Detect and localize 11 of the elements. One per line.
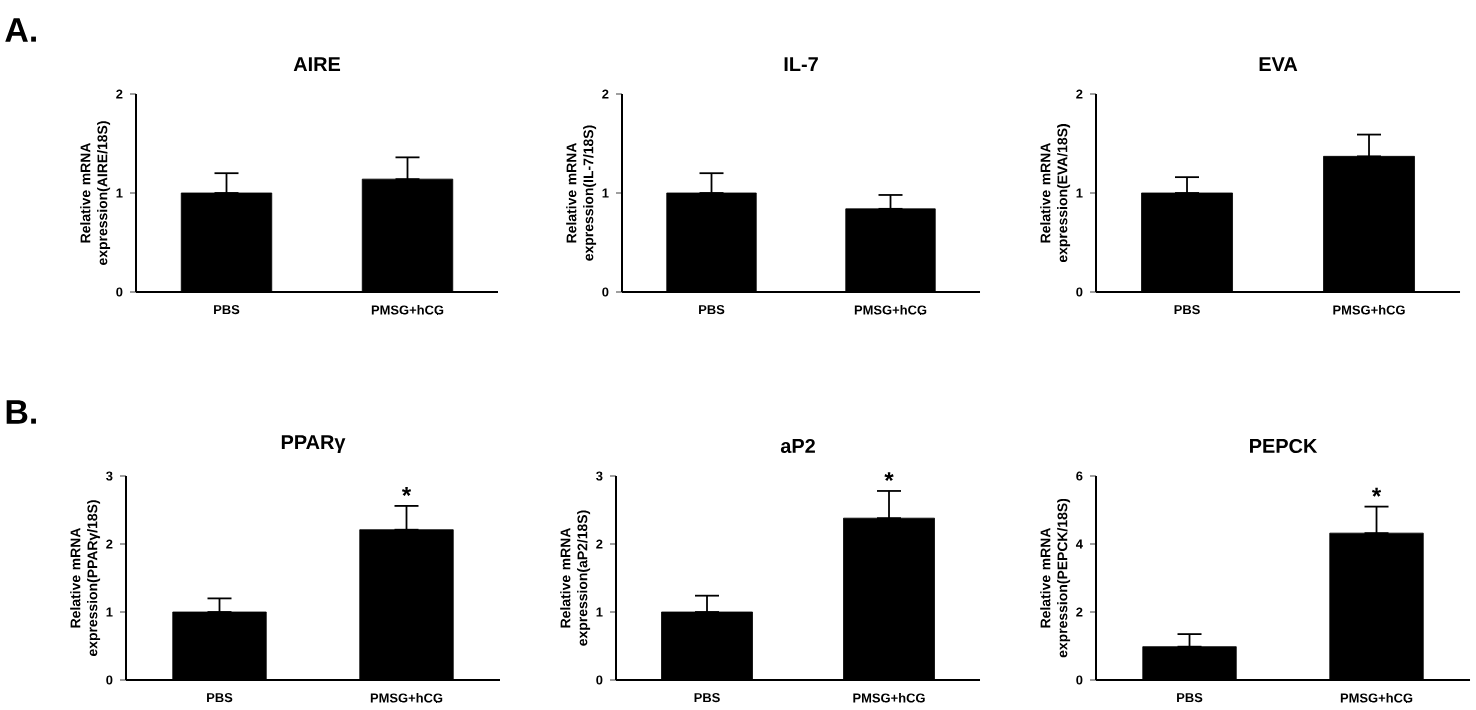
annotation: * <box>1371 487 1382 497</box>
chart-title: AIRE <box>293 57 341 71</box>
text: B. <box>6 400 36 424</box>
chart-title: PEPCK <box>1250 438 1318 454</box>
annotation: * <box>884 472 894 481</box>
chart-title: aP2 <box>780 438 815 453</box>
chart-title: EVA <box>1259 57 1298 71</box>
chart-title: PPARγ <box>281 435 346 454</box>
text: A. <box>5 18 36 42</box>
chart-title: IL-7 <box>784 57 818 71</box>
annotation: * <box>401 487 412 496</box>
